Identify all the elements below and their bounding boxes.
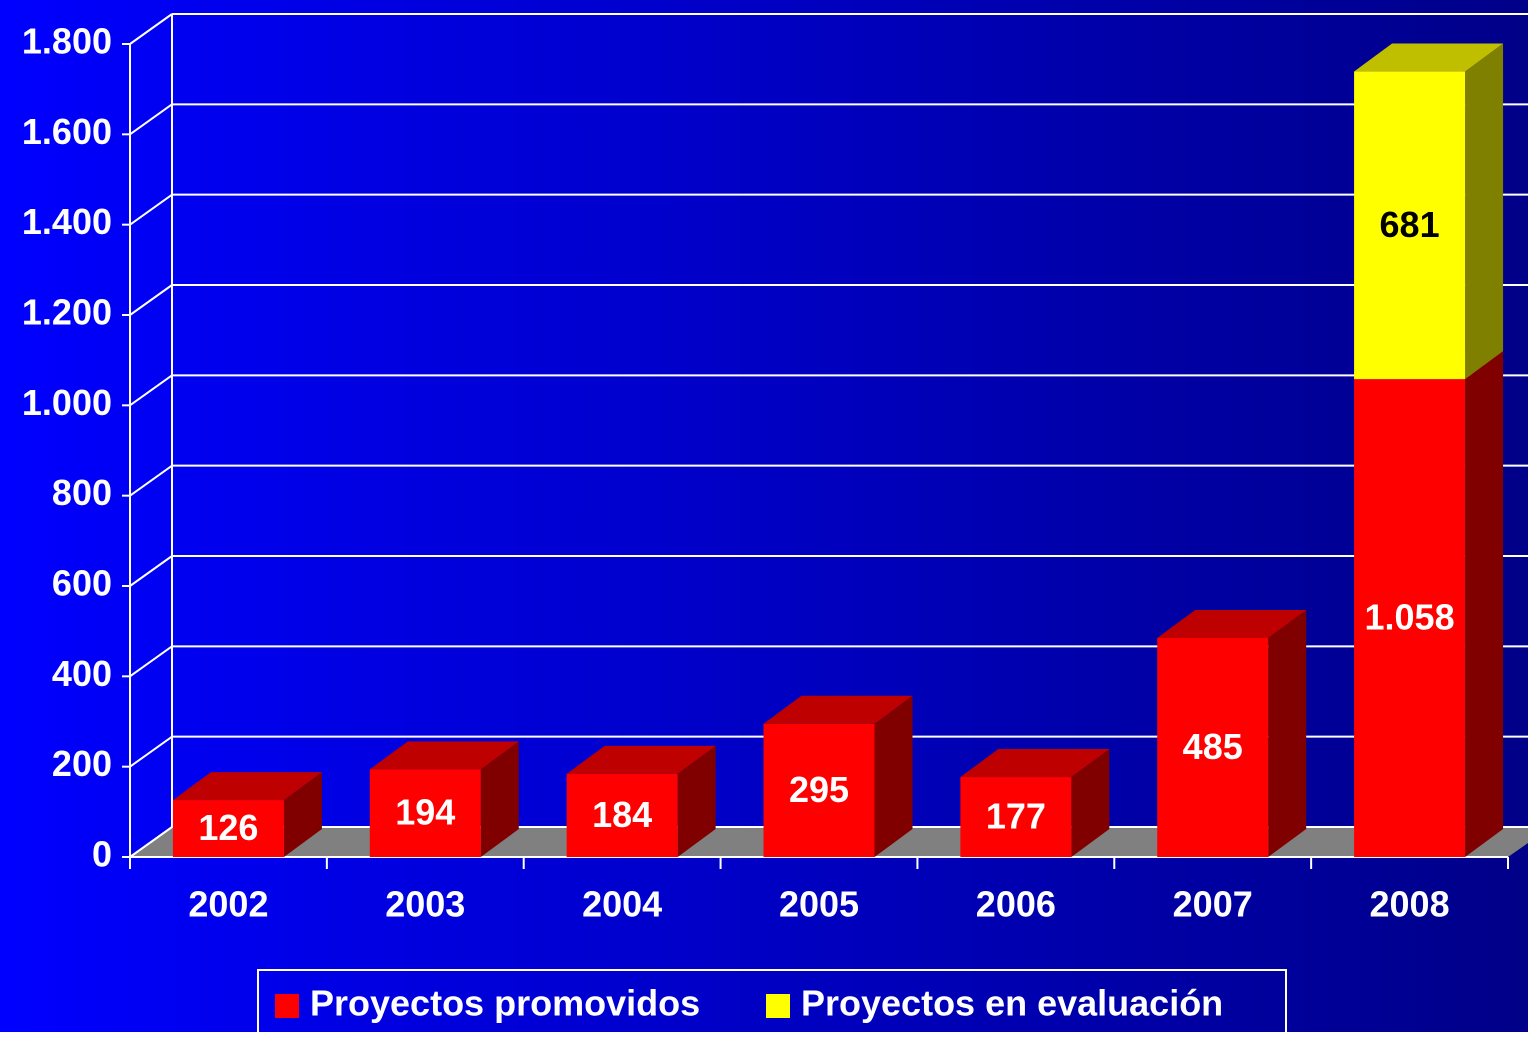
y-tick-label: 1.400 xyxy=(22,201,112,242)
grid-diagonal xyxy=(129,374,173,407)
y-tick-label: 200 xyxy=(52,743,112,784)
grid-diagonal xyxy=(129,284,173,316)
bar xyxy=(566,773,678,857)
bar-side xyxy=(1465,43,1504,380)
value-label: 681 xyxy=(1380,204,1440,245)
bar-top xyxy=(369,741,519,770)
y-tick-label: 1.200 xyxy=(22,292,112,333)
bar xyxy=(369,769,481,857)
bar xyxy=(1157,637,1269,857)
grid-diagonal xyxy=(129,826,173,858)
x-tick-label: 2008 xyxy=(1370,884,1450,925)
bar-top xyxy=(566,745,716,774)
y-tick-label: 1.800 xyxy=(22,21,112,62)
grid-diagonal xyxy=(129,555,173,587)
bar xyxy=(172,800,284,857)
value-label: 177 xyxy=(986,796,1046,837)
grid-diagonal xyxy=(129,193,173,226)
y-tick-label: 800 xyxy=(52,472,112,513)
bar-side xyxy=(1465,351,1504,857)
legend-box xyxy=(257,969,1287,1037)
grid-diagonal xyxy=(129,464,173,497)
bar xyxy=(763,723,875,857)
legend-label: Proyectos promovidos xyxy=(310,983,700,1024)
bar-side xyxy=(283,772,322,857)
grid-diagonal xyxy=(129,103,173,136)
y-tick-label: 400 xyxy=(52,653,112,694)
bar-top xyxy=(172,772,322,801)
x-tick-label: 2007 xyxy=(1173,884,1253,925)
x-tick-label: 2002 xyxy=(188,884,268,925)
x-tick-label: 2006 xyxy=(976,884,1056,925)
value-label: 485 xyxy=(1183,726,1243,767)
value-label: 194 xyxy=(395,792,455,833)
value-label: 184 xyxy=(592,794,652,835)
bar xyxy=(1354,379,1466,857)
bar-side xyxy=(480,741,519,857)
value-label: 1.058 xyxy=(1365,597,1455,638)
bar-top xyxy=(960,749,1110,778)
value-label: 126 xyxy=(198,807,258,848)
bar-top xyxy=(1354,43,1504,72)
bar-top xyxy=(763,695,913,724)
x-tick-label: 2003 xyxy=(385,884,465,925)
legend-swatch xyxy=(275,994,299,1018)
x-tick-label: 2004 xyxy=(582,884,662,925)
grid-diagonal xyxy=(129,13,173,45)
bar xyxy=(960,777,1072,857)
bar-side xyxy=(1268,609,1307,857)
legend-swatch xyxy=(766,994,790,1018)
y-tick-label: 1.000 xyxy=(22,382,112,423)
value-label: 295 xyxy=(789,769,849,810)
bar-side xyxy=(1071,749,1110,857)
bar-top xyxy=(1157,609,1307,638)
y-tick-label: 600 xyxy=(52,563,112,604)
grid-diagonal xyxy=(129,735,173,768)
legend-label: Proyectos en evaluación xyxy=(801,983,1223,1024)
x-tick-label: 2005 xyxy=(779,884,859,925)
y-tick-label: 0 xyxy=(92,834,112,875)
bar xyxy=(1354,71,1466,380)
y-tick-label: 1.600 xyxy=(22,111,112,152)
grid-diagonal xyxy=(129,645,173,678)
bar-side xyxy=(677,745,716,857)
bar-side xyxy=(874,695,913,857)
